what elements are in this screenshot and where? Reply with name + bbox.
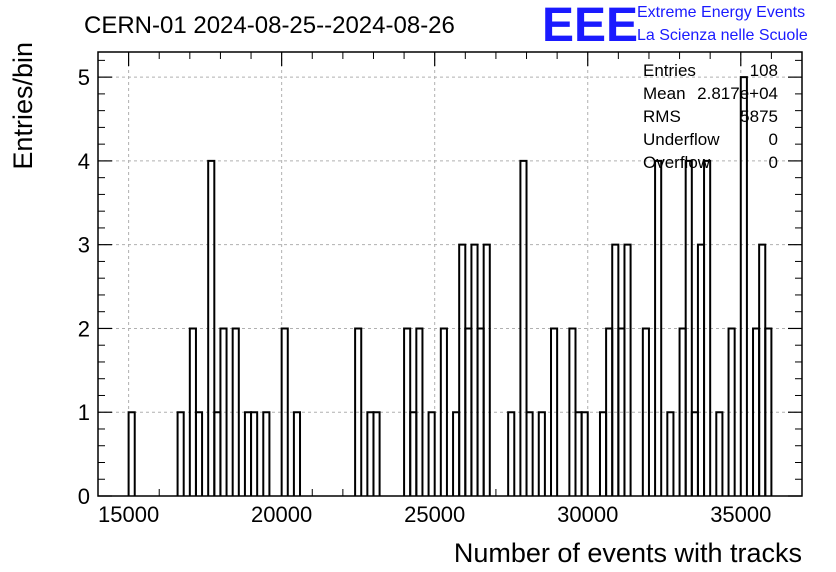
x-tick-label: 35000 — [710, 502, 771, 527]
histogram-bin — [666, 411, 675, 496]
grid-layer — [98, 52, 802, 496]
y-tick-label: 5 — [78, 65, 90, 90]
logo-line-1: Extreme Energy Events — [637, 4, 805, 21]
histogram-bin — [354, 327, 363, 496]
histogram-bin — [176, 411, 185, 496]
histogram-bin — [739, 76, 748, 496]
histogram-bin — [641, 327, 650, 496]
x-axis-label: Number of events with tracks — [454, 538, 802, 568]
histogram-bin — [415, 327, 424, 496]
histogram-bin — [194, 411, 204, 496]
histogram-bin — [764, 327, 773, 496]
histogram-bin — [482, 243, 491, 496]
stat-mean-label: Mean — [643, 84, 686, 103]
plot-frame — [97, 51, 803, 497]
y-tick-label: 4 — [78, 149, 90, 174]
stat-overflow-value: 0 — [769, 153, 778, 172]
logo-line-2: La Scienza nelle Scuole — [637, 27, 808, 44]
x-tick-label: 15000 — [98, 502, 159, 527]
tick-layer: 15000 20000 25000 30000 35000 0 1 2 3 4 5 — [78, 52, 803, 527]
histogram-layer — [127, 76, 773, 496]
x-tick-label: 20000 — [251, 502, 312, 527]
histogram-bin — [292, 411, 302, 496]
histogram-bin — [372, 411, 381, 496]
histogram-bin — [280, 327, 289, 496]
histogram-bin — [519, 159, 528, 496]
stats-box: Entries 108 Mean 2.817e+04 RMS 5875 Unde… — [643, 61, 778, 172]
histogram-bin — [250, 411, 259, 496]
stat-overflow-label: Overflow — [643, 153, 711, 172]
histogram-bin — [654, 159, 663, 496]
stat-entries-value: 108 — [750, 61, 778, 80]
histogram-bin — [507, 411, 516, 496]
y-tick-label: 1 — [78, 400, 90, 425]
histogram-bin — [427, 411, 436, 496]
histogram-bin — [703, 159, 712, 496]
histogram-bin — [684, 159, 693, 496]
histogram-bin — [127, 411, 136, 496]
stat-mean-value: 2.817e+04 — [697, 84, 778, 103]
histogram-bin — [537, 411, 546, 496]
x-tick-label: 25000 — [404, 502, 465, 527]
y-tick-label: 0 — [78, 484, 90, 509]
histogram-bin — [439, 327, 448, 496]
histogram-bin — [262, 411, 271, 496]
histogram-bin — [219, 327, 228, 496]
histogram-bin — [231, 327, 240, 496]
y-tick-label: 3 — [78, 233, 90, 258]
stat-entries-label: Entries — [643, 61, 696, 80]
stat-underflow-value: 0 — [769, 130, 778, 149]
histogram-bin — [525, 411, 534, 496]
histogram-bin — [715, 411, 724, 496]
stat-rms-label: RMS — [643, 107, 681, 126]
histogram-bin — [623, 243, 632, 496]
stat-underflow-label: Underflow — [643, 130, 720, 149]
x-tick-label: 30000 — [557, 502, 618, 527]
histogram-bin — [727, 327, 736, 496]
histogram-bin — [207, 159, 216, 496]
logo-eee: EEE — [542, 0, 638, 52]
histogram-bin — [580, 411, 589, 496]
stat-rms-value: 5875 — [740, 107, 778, 126]
chart-title: CERN-01 2024-08-25--2024-08-26 — [84, 12, 455, 39]
y-tick-label: 2 — [78, 316, 90, 341]
y-axis-label: Entries/bin — [8, 42, 38, 170]
histogram-bin — [550, 327, 559, 496]
